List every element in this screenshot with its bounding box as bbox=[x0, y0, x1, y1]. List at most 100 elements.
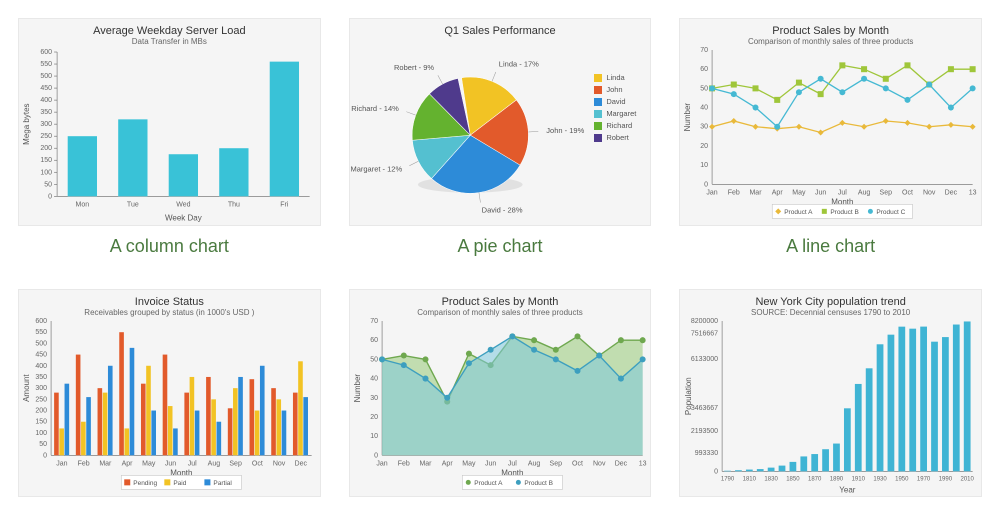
svg-text:1870: 1870 bbox=[808, 476, 822, 482]
svg-text:60: 60 bbox=[701, 66, 709, 73]
svg-text:70: 70 bbox=[701, 47, 709, 54]
svg-text:May: May bbox=[142, 460, 156, 467]
svg-text:Apr: Apr bbox=[772, 189, 784, 196]
grouped-chart-svg: 050100150200250300350400450500550600JanF… bbox=[19, 317, 320, 495]
svg-text:Apr: Apr bbox=[441, 460, 453, 467]
column-chart-svg: 050100150200250300350400450500550600MonT… bbox=[19, 46, 320, 224]
svg-text:Sep: Sep bbox=[880, 189, 893, 196]
pie-legend-item: Robert bbox=[594, 133, 636, 142]
grouped-chart-subtitle: Receivables grouped by status (in 1000's… bbox=[19, 308, 320, 317]
line-chart-svg: 010203040506070JanFebMarAprMayJunJulAugS… bbox=[680, 46, 981, 224]
svg-text:May: May bbox=[793, 189, 807, 196]
svg-text:Product A: Product A bbox=[474, 480, 503, 487]
svg-text:200: 200 bbox=[40, 145, 52, 152]
svg-text:Nov: Nov bbox=[593, 460, 606, 467]
svg-text:Product A: Product A bbox=[785, 209, 814, 216]
svg-text:600: 600 bbox=[35, 318, 47, 325]
pop-chart-panel: New York City population trend SOURCE: D… bbox=[679, 289, 982, 497]
svg-text:500: 500 bbox=[40, 73, 52, 80]
svg-text:20: 20 bbox=[370, 414, 378, 421]
grouped-chart-cell: Invoice Status Receivables grouped by st… bbox=[18, 289, 321, 497]
svg-text:Aug: Aug bbox=[858, 189, 871, 196]
svg-text:1810: 1810 bbox=[743, 476, 757, 482]
svg-text:50: 50 bbox=[370, 356, 378, 363]
column-chart-cell: Average Weekday Server Load Data Transfe… bbox=[18, 18, 321, 263]
svg-text:3463667: 3463667 bbox=[691, 405, 718, 412]
svg-text:993330: 993330 bbox=[695, 450, 718, 457]
pie-chart-panel: Q1 Sales Performance Linda - 17%John - 1… bbox=[349, 18, 652, 226]
svg-text:Mon: Mon bbox=[76, 201, 90, 208]
svg-text:Sep: Sep bbox=[549, 460, 562, 467]
line-chart-subtitle: Comparison of monthly sales of three pro… bbox=[680, 37, 981, 46]
svg-text:100: 100 bbox=[40, 169, 52, 176]
svg-text:1890: 1890 bbox=[830, 476, 844, 482]
svg-text:Amount: Amount bbox=[22, 374, 31, 402]
area-chart-panel: Product Sales by Month Comparison of mon… bbox=[349, 289, 652, 497]
pie-chart-title: Q1 Sales Performance bbox=[350, 19, 651, 37]
svg-text:Robert - 9%: Robert - 9% bbox=[394, 63, 434, 72]
svg-text:50: 50 bbox=[701, 85, 709, 92]
svg-text:Oct: Oct bbox=[252, 460, 263, 467]
svg-text:40: 40 bbox=[370, 376, 378, 383]
svg-text:200: 200 bbox=[35, 408, 47, 415]
svg-text:Jan: Jan bbox=[56, 460, 67, 467]
svg-text:Feb: Feb bbox=[728, 189, 740, 196]
svg-text:1970: 1970 bbox=[917, 476, 931, 482]
svg-text:Jul: Jul bbox=[508, 460, 517, 467]
pie-legend-item: John bbox=[594, 85, 636, 94]
pie-legend-item: Margaret bbox=[594, 109, 636, 118]
area-chart-svg: 010203040506070JanFebMarAprMayJunJulAugS… bbox=[350, 317, 651, 495]
pop-chart-cell: New York City population trend SOURCE: D… bbox=[679, 289, 982, 497]
svg-text:2193500: 2193500 bbox=[691, 428, 718, 435]
column-chart-caption: A column chart bbox=[18, 236, 321, 257]
pie-chart-caption: A pie chart bbox=[349, 236, 652, 257]
column-chart-subtitle: Data Transfer in MBs bbox=[19, 37, 320, 46]
pie-legend-item: Richard bbox=[594, 121, 636, 130]
grouped-chart-title: Invoice Status bbox=[19, 290, 320, 308]
svg-text:500: 500 bbox=[35, 340, 47, 347]
svg-text:600: 600 bbox=[40, 49, 52, 56]
svg-text:300: 300 bbox=[35, 385, 47, 392]
svg-text:0: 0 bbox=[48, 193, 52, 200]
svg-text:6133000: 6133000 bbox=[691, 356, 718, 363]
svg-text:Aug: Aug bbox=[208, 460, 221, 467]
pie-legend-item: Linda bbox=[594, 73, 636, 82]
line-chart-caption: A line chart bbox=[679, 236, 982, 257]
svg-text:Jun: Jun bbox=[165, 460, 176, 467]
svg-text:1930: 1930 bbox=[874, 476, 888, 482]
svg-text:300: 300 bbox=[40, 121, 52, 128]
svg-text:Oct: Oct bbox=[902, 189, 913, 196]
pop-chart-svg: 0993330219350034636676133000751666782000… bbox=[680, 317, 981, 495]
svg-text:Oct: Oct bbox=[572, 460, 583, 467]
svg-text:Mar: Mar bbox=[99, 460, 112, 467]
svg-text:Tue: Tue bbox=[127, 201, 139, 208]
svg-text:150: 150 bbox=[40, 157, 52, 164]
svg-text:60: 60 bbox=[370, 337, 378, 344]
svg-text:100: 100 bbox=[35, 430, 47, 437]
svg-text:Jun: Jun bbox=[485, 460, 496, 467]
svg-text:7516667: 7516667 bbox=[691, 331, 718, 338]
svg-text:350: 350 bbox=[35, 374, 47, 381]
svg-text:Aug: Aug bbox=[527, 460, 540, 467]
svg-text:Product B: Product B bbox=[524, 480, 553, 487]
svg-text:Apr: Apr bbox=[122, 460, 134, 467]
svg-text:Mar: Mar bbox=[419, 460, 432, 467]
svg-text:Mega bytes: Mega bytes bbox=[22, 103, 31, 144]
pop-chart-title: New York City population trend bbox=[680, 290, 981, 308]
svg-text:John - 19%: John - 19% bbox=[546, 126, 584, 135]
svg-text:Jul: Jul bbox=[188, 460, 197, 467]
svg-text:Dec: Dec bbox=[614, 460, 627, 467]
svg-text:450: 450 bbox=[40, 85, 52, 92]
svg-text:Pending: Pending bbox=[133, 480, 157, 487]
svg-text:Thu: Thu bbox=[228, 201, 240, 208]
svg-text:1910: 1910 bbox=[852, 476, 866, 482]
svg-text:Fri: Fri bbox=[280, 201, 289, 208]
svg-text:Year: Year bbox=[840, 485, 856, 494]
svg-text:1950: 1950 bbox=[895, 476, 909, 482]
svg-text:400: 400 bbox=[35, 363, 47, 370]
svg-text:40: 40 bbox=[701, 105, 709, 112]
svg-text:350: 350 bbox=[40, 109, 52, 116]
pop-chart-subtitle: SOURCE: Decennial censuses 1790 to 2010 bbox=[680, 308, 981, 317]
area-chart-subtitle: Comparison of monthly sales of three pro… bbox=[350, 308, 651, 317]
svg-text:50: 50 bbox=[44, 181, 52, 188]
